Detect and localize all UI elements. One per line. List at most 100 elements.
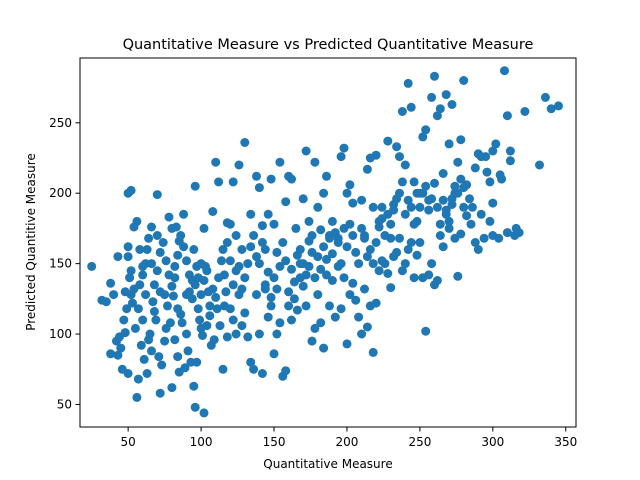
scatter-point: [221, 287, 231, 297]
scatter-point: [275, 157, 285, 167]
scatter-point: [254, 259, 264, 269]
scatter-point: [327, 276, 337, 285]
scatter-point: [106, 349, 116, 359]
scatter-point: [441, 90, 451, 100]
scatter-point: [459, 202, 469, 212]
scatter-point: [222, 332, 232, 342]
scatter-point: [113, 350, 123, 360]
scatter-point: [438, 195, 448, 205]
scatter-point: [141, 290, 151, 300]
scatter-point: [287, 264, 296, 274]
scatter-point: [225, 304, 235, 314]
scatter-point: [310, 273, 320, 283]
scatter-point: [231, 329, 241, 339]
scatter-point: [231, 231, 241, 240]
scatter-point: [406, 202, 416, 212]
scatter-point: [257, 221, 267, 231]
scatter-point: [295, 245, 305, 254]
x-axis-ticks: 50 100 150 200 250 300 350: [121, 427, 577, 449]
scatter-point: [147, 222, 156, 232]
scatter-point: [281, 197, 291, 207]
scatter-point: [365, 245, 375, 254]
scatter-point: [132, 392, 142, 402]
scatter-point: [371, 298, 381, 308]
scatter-point: [155, 247, 165, 257]
scatter-point: [348, 198, 358, 208]
x-tick-label: 350: [554, 435, 577, 449]
x-tick-label: 150: [263, 435, 286, 449]
scatter-point: [447, 200, 457, 209]
scatter-point: [243, 332, 253, 342]
scatter-point: [488, 198, 498, 208]
scatter-point: [403, 245, 413, 254]
scatter-point: [237, 321, 247, 331]
scatter-point: [192, 357, 202, 367]
scatter-point: [128, 298, 137, 308]
scatter-point: [535, 160, 544, 170]
scatter-point: [152, 231, 162, 240]
scatter-point: [263, 312, 273, 322]
scatter-point: [167, 383, 177, 393]
scatter-point: [336, 152, 346, 162]
scatter-point: [173, 352, 183, 362]
scatter-point: [354, 312, 364, 322]
scatter-point: [260, 280, 270, 290]
scatter-point: [301, 301, 311, 311]
scatter-point: [123, 242, 133, 252]
scatter-point: [418, 132, 428, 142]
scatter-point: [289, 294, 299, 304]
scatter-point: [444, 223, 454, 233]
scatter-point: [170, 261, 180, 271]
scatter-point: [208, 207, 218, 216]
scatter-point: [208, 284, 218, 294]
scatter-point: [330, 228, 340, 238]
scatter-point: [101, 297, 111, 307]
scatter-point: [362, 164, 372, 174]
plot-frame: [79, 57, 577, 428]
scatter-point: [254, 329, 264, 339]
scatter-point: [287, 174, 296, 184]
scatter-point: [164, 212, 174, 222]
scatter-point: [327, 249, 337, 259]
scatter-point: [386, 219, 396, 229]
scatter-point: [176, 309, 186, 319]
scatter-point: [158, 238, 168, 247]
scatter-point: [211, 157, 221, 167]
scatter-point: [240, 138, 250, 147]
x-tick-label: 300: [481, 435, 504, 449]
scatter-point: [494, 233, 504, 243]
scatter-point: [444, 216, 454, 226]
scatter-point: [511, 223, 521, 233]
scatter-point: [432, 111, 442, 121]
scatter-point: [266, 174, 276, 184]
scatter-point: [342, 339, 352, 349]
scatter-point: [144, 233, 154, 243]
scatter-point: [502, 228, 512, 238]
scatter-point: [406, 238, 416, 247]
scatter-point: [237, 245, 247, 254]
scatter-point: [152, 266, 162, 276]
scatter-point: [133, 304, 143, 314]
scatter-point: [228, 280, 238, 290]
scatter-point: [371, 150, 381, 160]
scatter-point: [119, 315, 129, 325]
scatter-point: [183, 346, 193, 356]
scatter-point: [196, 290, 206, 300]
scatter-point: [322, 270, 331, 280]
x-axis-label: Quantitative Measure: [263, 457, 392, 471]
scatter-point: [179, 209, 189, 219]
scatter-point: [142, 369, 152, 378]
y-tick-label: 50: [57, 397, 72, 411]
scatter-point: [189, 381, 199, 391]
scatter-point: [120, 287, 130, 297]
scatter-point: [447, 100, 457, 109]
scatter-point: [304, 236, 314, 246]
scatter-point: [386, 283, 396, 293]
scatter-point: [395, 188, 404, 198]
scatter-point: [149, 307, 159, 316]
scatter-point: [316, 318, 326, 328]
scatter-point: [479, 233, 489, 243]
y-axis-label: Predicted Quantitive Measure: [24, 153, 38, 331]
scatter-point: [421, 125, 431, 135]
